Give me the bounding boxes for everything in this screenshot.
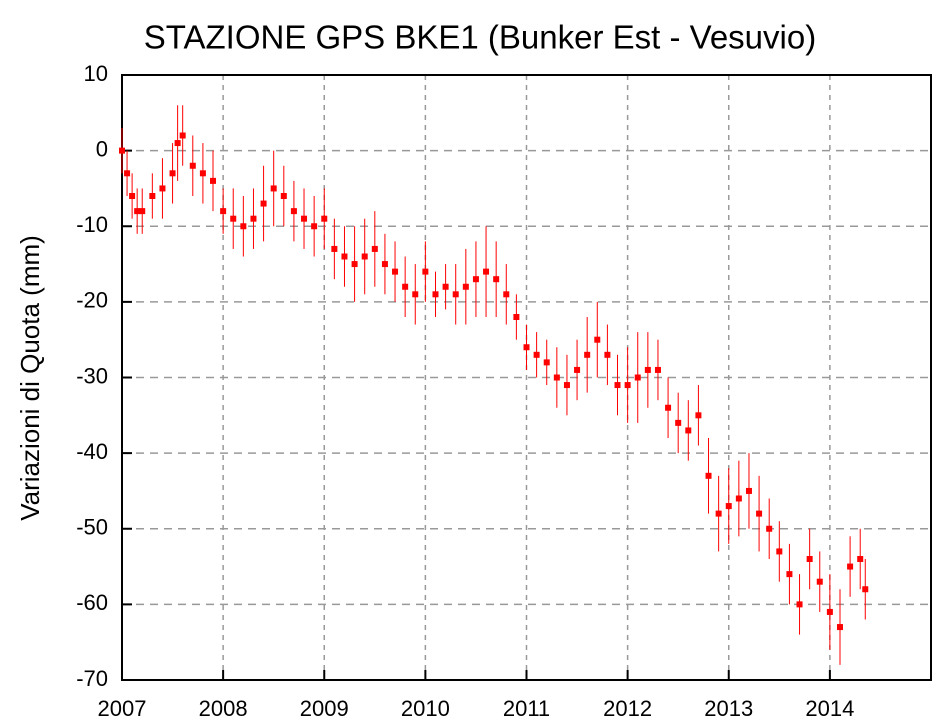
- data-point: [159, 185, 166, 192]
- data-point: [806, 556, 813, 562]
- data-point: [331, 245, 338, 252]
- data-point: [149, 193, 156, 199]
- data-point: [756, 510, 763, 517]
- data-point: [786, 571, 793, 578]
- data-point: [862, 586, 869, 593]
- data-point: [715, 510, 722, 517]
- y-tick-label: -70: [76, 666, 108, 691]
- data-point: [220, 208, 227, 215]
- data-point: [230, 215, 237, 222]
- data-point: [543, 359, 550, 366]
- data-point: [169, 170, 176, 177]
- data-point: [260, 200, 267, 207]
- data-point: [705, 472, 712, 479]
- data-point: [412, 291, 419, 298]
- data-point: [134, 208, 141, 215]
- data-point: [523, 344, 530, 351]
- y-tick-label: -10: [76, 212, 108, 237]
- data-point: [574, 366, 581, 373]
- data-point: [422, 268, 429, 275]
- data-point: [341, 253, 348, 260]
- data-point: [675, 419, 682, 426]
- y-tick-label: -40: [76, 439, 108, 464]
- data-point: [614, 382, 621, 389]
- data-point: [836, 624, 843, 631]
- data-point: [654, 366, 661, 373]
- x-tick-label: 2010: [401, 696, 450, 721]
- data-point: [695, 412, 702, 419]
- data-point: [311, 223, 318, 230]
- data-point: [604, 351, 611, 358]
- data-point: [766, 525, 773, 532]
- x-tick-label: 2009: [300, 696, 349, 721]
- data-point: [553, 374, 560, 381]
- data-point: [847, 563, 854, 570]
- plot-frame: [121, 74, 932, 681]
- data-point: [129, 193, 136, 199]
- data-point: [321, 215, 328, 222]
- data-point: [351, 261, 358, 268]
- data-point: [210, 177, 217, 184]
- x-tick-label: 2007: [98, 696, 147, 721]
- x-tick-label: 2014: [805, 696, 854, 721]
- data-point: [174, 140, 181, 147]
- y-tick-label: -60: [76, 590, 108, 615]
- data-point: [634, 374, 641, 381]
- y-tick-label: -50: [76, 515, 108, 540]
- x-tick-label: 2013: [704, 696, 753, 721]
- data-point: [472, 276, 479, 283]
- y-tick-label: -30: [76, 363, 108, 388]
- data-point: [685, 427, 692, 434]
- data-point: [857, 556, 864, 562]
- data-point: [270, 185, 277, 192]
- y-axis-label: Variazioni di Quota (mm): [15, 235, 45, 521]
- data-point: [124, 170, 131, 177]
- data-point: [179, 132, 186, 139]
- data-point: [745, 487, 752, 494]
- x-tick-label: 2011: [503, 696, 550, 721]
- data-point: [361, 253, 368, 260]
- data-point: [452, 291, 459, 298]
- data-point: [776, 548, 783, 555]
- data-point: [513, 314, 520, 320]
- data-point: [503, 291, 510, 298]
- data-point: [432, 291, 439, 298]
- data-point: [290, 208, 297, 215]
- data-point: [594, 336, 601, 343]
- data-point: [816, 578, 823, 585]
- data-point: [493, 276, 500, 283]
- data-point: [442, 283, 449, 290]
- data-point: [371, 245, 378, 252]
- data-point: [826, 608, 833, 615]
- data-point: [533, 351, 540, 358]
- data-point: [402, 283, 409, 290]
- data-point: [725, 503, 732, 510]
- y-tick-label: 10: [84, 61, 108, 86]
- data-point: [381, 261, 388, 268]
- data-point: [462, 283, 469, 290]
- data-point: [584, 351, 591, 358]
- chart-title: STAZIONE GPS BKE1 (Bunker Est - Vesuvio): [144, 19, 816, 56]
- data-point: [563, 382, 570, 389]
- data-point: [280, 193, 287, 199]
- data-point: [119, 147, 125, 154]
- y-tick-label: -20: [76, 288, 108, 313]
- data-point: [189, 162, 196, 169]
- data-point: [240, 223, 247, 230]
- data-point: [644, 366, 651, 373]
- data-point: [624, 382, 631, 389]
- data-point: [199, 170, 206, 177]
- x-tick-label: 2012: [603, 696, 652, 721]
- data-point: [392, 268, 399, 275]
- data-point: [483, 268, 490, 275]
- data-point: [796, 601, 803, 608]
- data-point: [665, 404, 672, 411]
- data-point: [301, 215, 308, 222]
- data-point: [735, 495, 742, 502]
- x-tick-label: 2008: [199, 696, 248, 721]
- data-point: [250, 215, 257, 222]
- data-point: [139, 208, 146, 215]
- y-tick-label: 0: [96, 136, 108, 161]
